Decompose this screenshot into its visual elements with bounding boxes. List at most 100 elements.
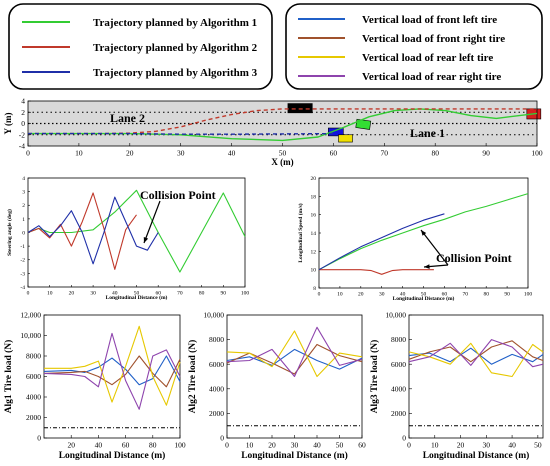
collision-arrow-steering-head xyxy=(143,237,149,243)
x-tick-label: 50 xyxy=(336,441,344,450)
y-tick-label: -3 xyxy=(20,271,25,277)
x-tick-label: 100 xyxy=(524,292,533,298)
y-tick-label: -4 xyxy=(20,285,25,291)
series-line-speed-1 xyxy=(318,193,529,271)
series-line-alg3-3 xyxy=(408,342,544,378)
y-tick-label: 6000 xyxy=(26,372,41,381)
chart-steering: 0 10 20 30 40 50 60 70 80 90 100 -4 -3 -2 -1 0 1 2 3 4 Longi… xyxy=(6,176,249,301)
series-line-alg2-3 xyxy=(226,330,363,378)
series-line-trajectory-1 xyxy=(28,108,538,142)
road-scene xyxy=(28,101,542,146)
series-line-alg2-1 xyxy=(226,348,363,370)
y-tick-label: 14 xyxy=(311,231,317,237)
x-tick-label: 70 xyxy=(463,292,469,298)
series-line-speed-3 xyxy=(318,213,445,271)
y-tick-label: 6000 xyxy=(209,360,224,369)
x-tick-label: 30 xyxy=(379,292,385,298)
y-tick-label: 6000 xyxy=(391,360,406,369)
y-tick-label: 4000 xyxy=(391,384,406,393)
y-tick-label: 1 xyxy=(22,217,25,223)
series-line-steering-2 xyxy=(27,192,137,270)
series-line-alg3-4 xyxy=(408,339,544,368)
y-tick-label: 2000 xyxy=(391,409,406,418)
y-tick-label: 0 xyxy=(22,230,25,236)
collision-arrow-speed-lower-head xyxy=(424,264,430,269)
x-tick-label: 0 xyxy=(27,291,30,297)
y-tick-label: 10,000 xyxy=(385,311,406,320)
x-tick-label: 20 xyxy=(268,441,276,450)
y-tick-label: -2 xyxy=(20,258,25,264)
x-tick-label: 70 xyxy=(381,149,389,158)
lane-2-label: Lane 2 xyxy=(110,111,145,125)
chart-alg1: 20 40 60 80 100 0 2000 4000 6000 8000 10,000 12,000… xyxy=(3,311,186,461)
legend-label-tire2: Vertical load of front right tire xyxy=(362,33,505,45)
y-axis-label: Longitudinal Speed (m/s) xyxy=(297,203,304,262)
collision-arrow-speed-upper-head xyxy=(421,230,427,236)
y-tick-label: 10,000 xyxy=(20,331,41,340)
series-line-alg1-3 xyxy=(44,325,181,406)
y-tick-label: 4 xyxy=(21,97,25,106)
x-tick-label: 30 xyxy=(177,149,185,158)
chart-alg2: 0 10 20 30 40 50 60 0 2000 4000 6000 8000 10,000 Long… xyxy=(187,311,366,461)
series-line-trajectory-3 xyxy=(28,132,334,135)
x-tick-label: 100 xyxy=(531,149,543,158)
x-tick-label: 40 xyxy=(228,149,236,158)
x-axis-label: Longitudinal Distance (m) xyxy=(241,450,348,461)
x-axis-label: Longitudinal Distance (m) xyxy=(423,450,530,461)
y-tick-label: 0 xyxy=(37,434,41,443)
y-tick-label: 0 xyxy=(220,434,224,443)
y-tick-label: 8000 xyxy=(26,352,41,361)
y-tick-label: 10,000 xyxy=(203,311,224,320)
series-line-alg1-4 xyxy=(43,332,181,410)
chart-speed: 0 10 20 30 40 50 60 70 80 90 100 8 10 12 14 16 18 20 Longi… xyxy=(297,176,532,302)
x-tick-label: 20 xyxy=(126,149,134,158)
x-tick-label: 60 xyxy=(122,441,130,450)
y-tick-label: 4000 xyxy=(209,384,224,393)
y-tick-label: 16 xyxy=(311,213,317,219)
x-tick-label: 60 xyxy=(330,149,338,158)
x-axis-label: Longitudinal Distance (m) xyxy=(393,295,455,302)
x-tick-label: 0 xyxy=(318,292,321,298)
x-tick-label: 50 xyxy=(534,441,542,450)
y-tick-label: 2 xyxy=(22,203,25,209)
axes-frame xyxy=(408,314,544,439)
legend-label-alg2: Trajectory planned by Algorithm 2 xyxy=(93,42,258,54)
y-tick-label: 8000 xyxy=(209,335,224,344)
x-tick-label: 50 xyxy=(421,292,427,298)
legend-label-tire1: Vertical load of front left tire xyxy=(362,14,497,26)
x-tick-label: 80 xyxy=(483,292,489,298)
x-tick-label: 80 xyxy=(431,149,439,158)
y-tick-label: 4000 xyxy=(26,393,41,402)
x-tick-label: 10 xyxy=(47,291,53,297)
vehicle-blue xyxy=(328,127,344,137)
y-tick-label: 2000 xyxy=(209,409,224,418)
x-tick-label: 10 xyxy=(431,441,439,450)
chart-trajectory: 0 10 20 30 40 50 60 70 80 90 100 -4 -2 0 2 4 X (m) Y (m) xyxy=(3,97,543,167)
series-line-alg3-2 xyxy=(408,340,544,363)
x-axis-label: Longitudinal Distance (m) xyxy=(106,294,168,301)
x-tick-label: 60 xyxy=(155,291,161,297)
y-axis-label: Alg1 Tire load (N) xyxy=(3,340,14,414)
series-line-trajectory-2 xyxy=(28,108,537,135)
x-tick-label: 10 xyxy=(75,149,83,158)
x-tick-label: 60 xyxy=(442,292,448,298)
y-tick-label: -2 xyxy=(19,130,25,139)
x-tick-label: 100 xyxy=(174,441,186,450)
x-tick-label: 50 xyxy=(279,149,287,158)
x-tick-label: 30 xyxy=(291,441,299,450)
x-axis-label: Longitudinal Distance (m) xyxy=(59,450,166,461)
series-line-steering-3 xyxy=(27,196,159,265)
x-tick-label: 60 xyxy=(358,441,366,450)
x-tick-label: 40 xyxy=(508,441,516,450)
y-tick-label: 0 xyxy=(402,434,406,443)
y-tick-label: 8000 xyxy=(391,335,406,344)
x-tick-label: 20 xyxy=(457,441,465,450)
x-tick-label: 100 xyxy=(241,291,250,297)
y-tick-label: 20 xyxy=(311,176,317,182)
collision-point-label-steering: Collision Point xyxy=(140,188,216,202)
y-tick-label: 3 xyxy=(22,190,25,196)
x-tick-label: 0 xyxy=(26,149,30,158)
x-tick-label: 80 xyxy=(199,291,205,297)
